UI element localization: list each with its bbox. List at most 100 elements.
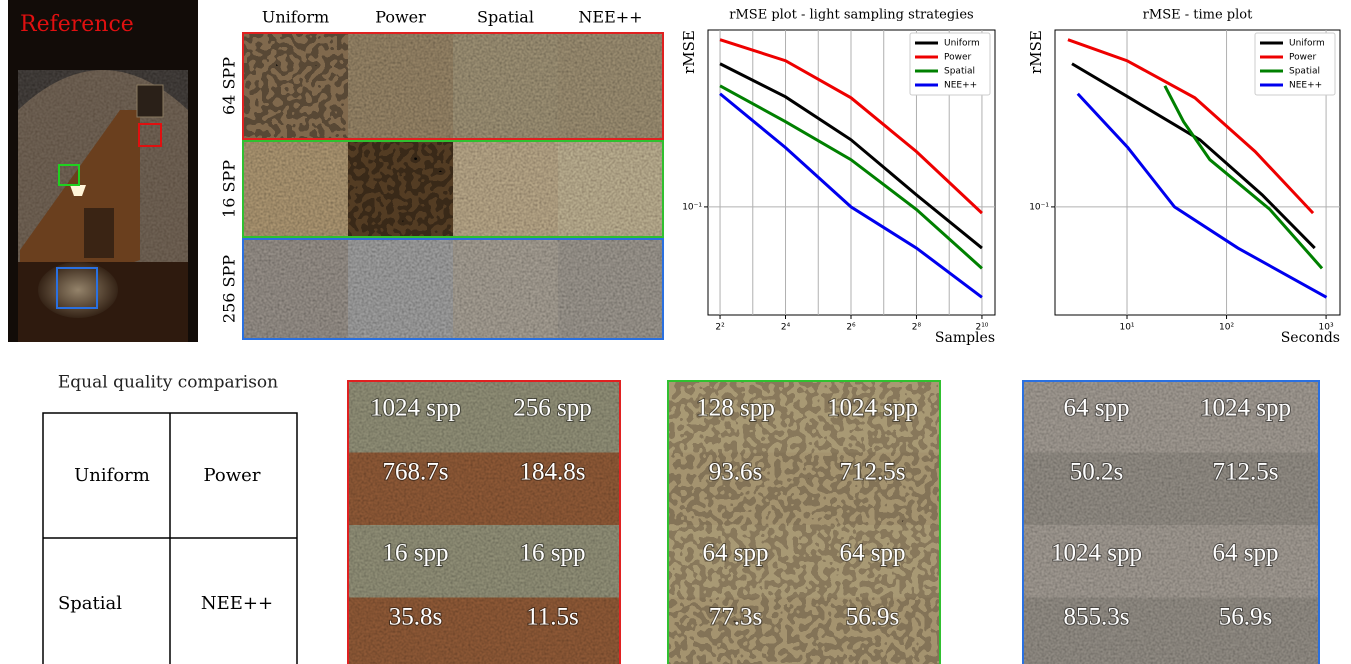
x-axis-label: Samples	[935, 330, 995, 346]
crop-spp: 1024 spp	[370, 395, 461, 422]
series-line	[1067, 38, 1315, 215]
column-header: Spatial	[477, 8, 534, 27]
x-tick-label: 2⁶	[846, 323, 856, 333]
image-noise	[667, 525, 804, 598]
crop-spp: 1024 spp	[1051, 540, 1142, 567]
crop-border	[1022, 380, 1320, 664]
equal-quality: Equal quality comparison Uniform Power S…	[42, 373, 298, 664]
crop-time: 50.2s	[1070, 459, 1123, 486]
image-noise	[1171, 452, 1320, 525]
image-noise	[484, 380, 621, 453]
sample-grid: Uniform Power Spatial NEE++ 64 SPP 16 SPP 256 …	[220, 8, 664, 340]
crop-time: 77.3s	[709, 604, 762, 631]
image-noise	[347, 525, 484, 598]
row-border	[242, 238, 664, 340]
image-noise	[347, 380, 484, 453]
series-line	[1163, 85, 1324, 270]
reference-image: Reference	[8, 0, 198, 342]
legend-label: Power	[1289, 53, 1317, 63]
image-noise	[667, 380, 804, 453]
crop-border	[667, 380, 941, 664]
x-tick-label: 2¹⁰	[975, 323, 988, 333]
image-noise	[243, 32, 348, 140]
crop-spp: 128 spp	[696, 395, 774, 422]
series-line	[719, 38, 983, 215]
charts: 2² 2⁴ 2⁶ 2⁸ 2¹⁰ 10⁻¹ rMSE plot - light samplin…	[680, 8, 1341, 346]
crop-spp: 16 spp	[383, 540, 449, 567]
crop-spp: 1024 spp	[1200, 395, 1291, 422]
x-tick-label: 10¹	[1119, 323, 1134, 333]
image-noise	[558, 238, 663, 340]
column-header: NEE++	[578, 8, 642, 27]
x-tick-label: 2⁴	[781, 323, 791, 333]
image-noise	[348, 238, 453, 340]
image-noise	[453, 32, 558, 140]
legend-label: Uniform	[944, 39, 980, 49]
image-noise	[1171, 525, 1320, 598]
image-noise	[243, 140, 348, 238]
crop-border	[347, 380, 621, 664]
series-line	[1071, 62, 1316, 250]
image-noise	[453, 140, 558, 238]
crop-spp: 1024 spp	[827, 395, 918, 422]
image-noise	[453, 238, 558, 340]
row-label: 64 SPP	[220, 57, 239, 115]
image-noise	[348, 32, 453, 140]
legend-box	[909, 32, 991, 96]
x-tick-label: 10²	[1219, 323, 1234, 333]
image-noise	[484, 452, 621, 525]
crop-spp: 64 spp	[703, 540, 769, 567]
crop-time: 35.8s	[389, 604, 442, 631]
crop-time: 712.5s	[840, 459, 906, 486]
table-title: Equal quality comparison	[58, 373, 278, 393]
y-axis-label: rMSE	[1027, 30, 1045, 74]
image-noise	[243, 238, 348, 340]
table-cell: Uniform	[74, 465, 150, 486]
chart-title: rMSE - time plot	[1143, 8, 1253, 23]
crop-time: 56.9s	[1219, 604, 1272, 631]
reference-label: Reference	[20, 12, 134, 37]
legend-label: Spatial	[1289, 67, 1320, 77]
column-header: Power	[375, 8, 426, 27]
image-noise	[1171, 380, 1320, 453]
series-line	[719, 92, 983, 299]
image-noise	[1022, 597, 1171, 664]
crop-time: 11.5s	[526, 604, 579, 631]
crop-spp: 16 spp	[520, 540, 586, 567]
x-axis-label: Seconds	[1281, 330, 1340, 346]
legend-label: Spatial	[944, 67, 975, 77]
image-noise	[804, 380, 941, 453]
series-line	[719, 84, 983, 270]
image-noise	[484, 597, 621, 664]
crops: 1024 spp 768.7s 256 spp 184.8s 16 spp 35.8s 16…	[347, 380, 1320, 664]
y-tick-label: 10⁻¹	[1029, 202, 1049, 212]
image-noise	[804, 597, 941, 664]
image-noise	[804, 452, 941, 525]
image-noise	[1022, 525, 1171, 598]
crop-time: 712.5s	[1213, 459, 1279, 486]
crop-spp: 64 spp	[1213, 540, 1279, 567]
table-cell: Power	[204, 465, 261, 486]
row-border	[242, 140, 664, 238]
image-noise	[667, 452, 804, 525]
column-header: Uniform	[262, 8, 329, 27]
row-label: 16 SPP	[220, 160, 239, 218]
series-line	[1076, 92, 1328, 299]
crop-spp: 64 spp	[840, 540, 906, 567]
image-noise	[667, 597, 804, 664]
image-noise	[1022, 452, 1171, 525]
crop-time: 184.8s	[520, 459, 586, 486]
legend-label: Uniform	[1289, 39, 1325, 49]
chart-title: rMSE plot - light sampling strategies	[729, 8, 973, 23]
x-tick-label: 10³	[1319, 323, 1334, 333]
y-tick-label: 10⁻¹	[682, 202, 702, 212]
series-line	[719, 62, 983, 250]
crop-time: 768.7s	[383, 459, 449, 486]
table-cell: Spatial	[58, 593, 122, 614]
crop-time: 855.3s	[1064, 604, 1130, 631]
crop-spp: 256 spp	[513, 395, 591, 422]
x-tick-label: 2⁸	[912, 323, 922, 333]
x-tick-label: 2²	[715, 323, 725, 333]
legend-box	[1254, 32, 1336, 96]
